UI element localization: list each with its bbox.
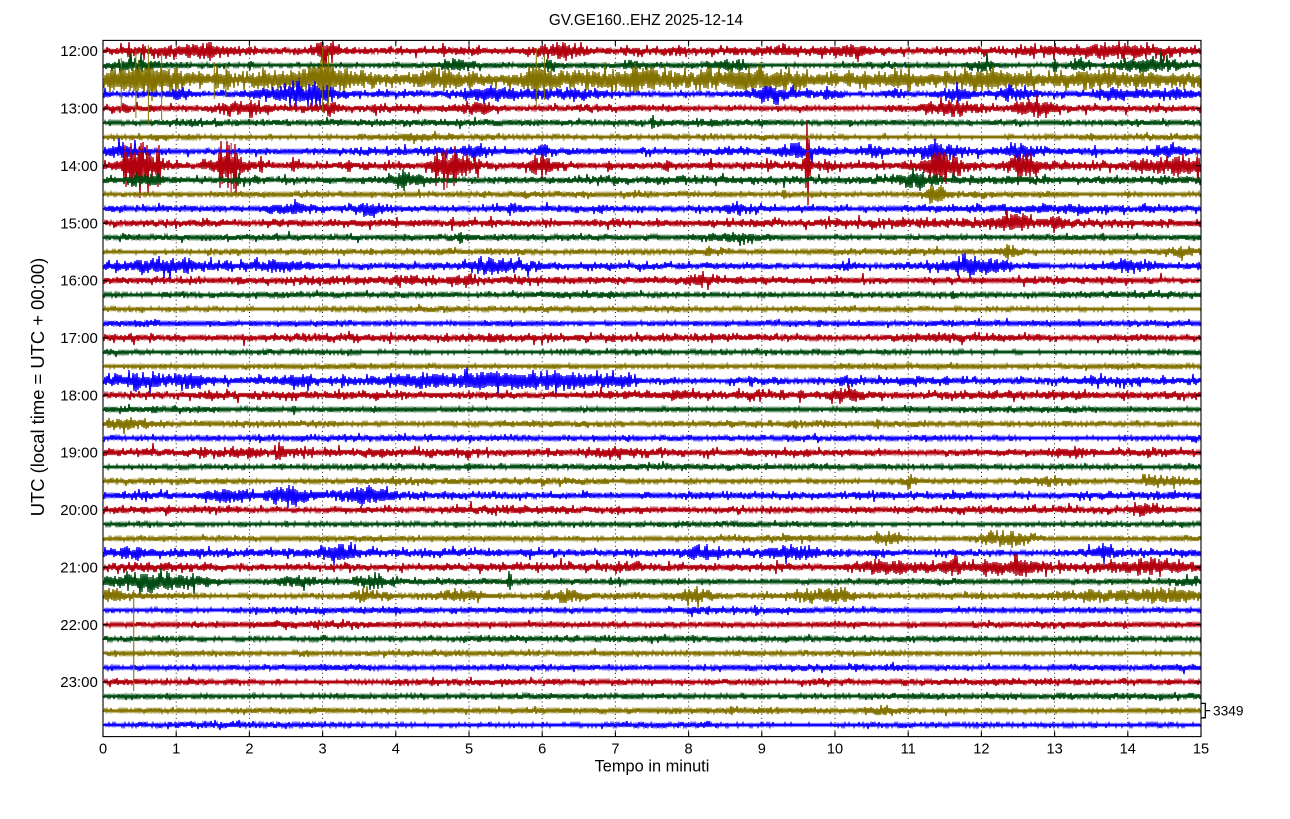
svg-text:GV.GE160..EHZ 2025-12-14: GV.GE160..EHZ 2025-12-14 [549,12,744,29]
svg-text:3349: 3349 [1213,704,1243,719]
svg-text:5: 5 [465,741,473,757]
svg-text:2: 2 [245,741,253,757]
svg-text:14:00: 14:00 [60,158,98,175]
svg-text:9: 9 [758,741,766,757]
svg-text:8: 8 [685,741,693,757]
svg-text:17:00: 17:00 [60,330,98,347]
svg-text:15:00: 15:00 [60,215,98,232]
svg-text:13:00: 13:00 [60,101,98,118]
svg-text:UTC (local time = UTC + 00:00): UTC (local time = UTC + 00:00) [27,258,48,517]
svg-text:15: 15 [1193,741,1209,757]
svg-text:12: 12 [973,741,989,757]
svg-text:12:00: 12:00 [60,43,98,60]
svg-text:4: 4 [392,741,400,757]
svg-text:7: 7 [611,741,619,757]
svg-text:11: 11 [901,741,916,757]
svg-text:19:00: 19:00 [60,445,98,462]
svg-text:6: 6 [538,741,546,757]
svg-text:20:00: 20:00 [60,502,98,519]
svg-text:0: 0 [99,741,107,757]
svg-text:18:00: 18:00 [60,387,98,404]
svg-text:14: 14 [1120,741,1136,757]
svg-text:21:00: 21:00 [60,559,98,576]
svg-text:Tempo in minuti: Tempo in minuti [595,757,710,775]
svg-text:23:00: 23:00 [60,674,98,691]
svg-text:3: 3 [319,741,327,757]
svg-text:13: 13 [1046,741,1062,757]
svg-text:22:00: 22:00 [60,617,98,634]
svg-text:1: 1 [172,741,180,757]
svg-text:10: 10 [827,741,843,757]
svg-text:16:00: 16:00 [60,273,98,290]
